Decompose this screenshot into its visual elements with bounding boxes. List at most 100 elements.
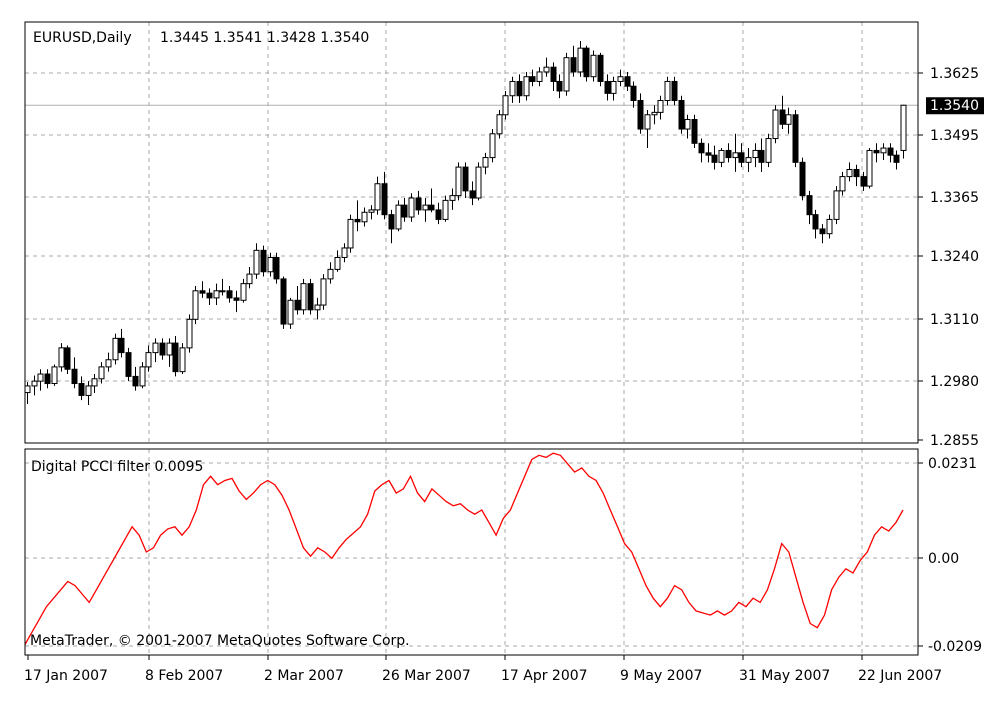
bullish-candle[interactable] [287, 299, 294, 325]
bearish-candle[interactable] [698, 142, 705, 154]
bullish-candle[interactable] [166, 342, 173, 356]
bullish-candle[interactable] [422, 204, 429, 211]
bearish-candle[interactable] [388, 214, 395, 230]
bullish-candle[interactable] [213, 290, 220, 299]
bearish-candle[interactable] [556, 80, 563, 92]
bullish-candle[interactable] [785, 114, 792, 125]
bearish-candle[interactable] [273, 256, 280, 280]
bearish-candle[interactable] [64, 347, 71, 370]
bearish-candle[interactable] [260, 249, 267, 273]
bullish-candle[interactable] [320, 278, 327, 306]
bullish-candle[interactable] [644, 114, 651, 130]
bullish-candle[interactable] [51, 366, 58, 385]
bearish-candle[interactable] [294, 299, 301, 311]
bullish-candle[interactable] [482, 157, 489, 168]
bullish-candle[interactable] [267, 256, 274, 273]
bullish-candle[interactable] [24, 385, 31, 394]
bullish-candle[interactable] [253, 249, 260, 275]
bearish-candle[interactable] [691, 119, 698, 144]
bearish-candle[interactable] [428, 204, 435, 211]
bearish-candle[interactable] [711, 154, 718, 163]
bullish-candle[interactable] [58, 347, 65, 368]
bullish-candle[interactable] [98, 366, 105, 380]
bullish-candle[interactable] [577, 47, 584, 73]
bearish-candle[interactable] [381, 183, 388, 216]
bullish-candle[interactable] [489, 133, 496, 159]
bearish-candle[interactable] [354, 218, 361, 223]
bearish-candle[interactable] [853, 168, 860, 178]
bearish-candle[interactable] [415, 197, 422, 211]
bullish-candle[interactable] [496, 114, 503, 135]
bearish-candle[interactable] [806, 195, 813, 216]
bullish-candle[interactable] [192, 290, 199, 320]
bearish-candle[interactable] [758, 149, 765, 163]
bullish-candle[interactable] [617, 76, 624, 82]
bearish-candle[interactable] [307, 283, 314, 311]
bullish-candle[interactable] [91, 378, 98, 387]
bullish-candle[interactable] [139, 366, 146, 387]
price-plot-area[interactable] [24, 41, 918, 405]
bullish-candle[interactable] [37, 373, 44, 382]
bearish-candle[interactable] [671, 80, 678, 101]
bullish-candle[interactable] [105, 359, 112, 368]
bullish-candle[interactable] [179, 347, 186, 373]
bullish-candle[interactable] [765, 138, 772, 163]
bearish-candle[interactable] [226, 290, 233, 299]
bullish-candle[interactable] [563, 57, 570, 92]
bullish-candle[interactable] [657, 99, 664, 113]
bearish-candle[interactable] [597, 54, 604, 82]
bullish-candle[interactable] [718, 149, 725, 163]
pcci-filter-line[interactable] [24, 452, 904, 645]
bearish-candle[interactable] [159, 342, 166, 356]
bearish-candle[interactable] [779, 109, 786, 125]
bullish-candle[interactable] [31, 380, 38, 387]
bullish-candle[interactable] [85, 385, 92, 396]
bearish-candle[interactable] [624, 76, 631, 87]
bullish-candle[interactable] [219, 290, 226, 293]
bearish-candle[interactable] [44, 373, 51, 385]
bearish-candle[interactable] [233, 297, 240, 301]
bearish-candle[interactable] [206, 292, 213, 299]
bullish-candle[interactable] [341, 247, 348, 258]
bearish-candle[interactable] [172, 342, 179, 373]
bullish-candle[interactable] [246, 273, 253, 285]
bullish-candle[interactable] [543, 66, 550, 73]
bearish-candle[interactable] [812, 214, 819, 230]
bearish-candle[interactable] [738, 152, 745, 163]
bearish-candle[interactable] [604, 80, 611, 94]
bullish-candle[interactable] [651, 111, 658, 116]
bullish-candle[interactable] [240, 283, 247, 301]
bearish-candle[interactable] [462, 166, 469, 192]
bullish-candle[interactable] [186, 318, 193, 349]
bearish-candle[interactable] [637, 99, 644, 130]
bearish-candle[interactable] [873, 149, 880, 154]
bearish-candle[interactable] [71, 368, 78, 385]
bullish-candle[interactable] [826, 218, 833, 235]
bullish-candle[interactable] [866, 149, 873, 187]
bearish-candle[interactable] [78, 383, 85, 396]
bullish-candle[interactable] [536, 71, 543, 82]
bearish-candle[interactable] [860, 176, 867, 187]
bullish-candle[interactable] [502, 95, 509, 116]
bearish-candle[interactable] [401, 204, 408, 218]
bullish-candle[interactable] [745, 157, 752, 163]
bullish-candle[interactable] [752, 149, 759, 159]
bullish-candle[interactable] [314, 304, 321, 311]
bearish-candle[interactable] [819, 228, 826, 235]
bearish-candle[interactable] [725, 149, 732, 159]
bullish-candle[interactable] [152, 342, 159, 354]
bullish-candle[interactable] [327, 268, 334, 280]
bullish-candle[interactable] [442, 199, 449, 220]
bullish-candle[interactable] [509, 80, 516, 97]
bullish-candle[interactable] [610, 80, 617, 94]
bearish-candle[interactable] [529, 76, 536, 82]
bullish-candle[interactable] [664, 80, 671, 101]
bullish-candle[interactable] [590, 54, 597, 78]
bullish-candle[interactable] [732, 152, 739, 159]
bullish-candle[interactable] [839, 176, 846, 192]
bullish-candle[interactable] [684, 119, 691, 130]
bearish-candle[interactable] [630, 85, 637, 101]
bullish-candle[interactable] [408, 197, 415, 218]
bullish-candle[interactable] [347, 218, 354, 249]
bearish-candle[interactable] [799, 161, 806, 197]
